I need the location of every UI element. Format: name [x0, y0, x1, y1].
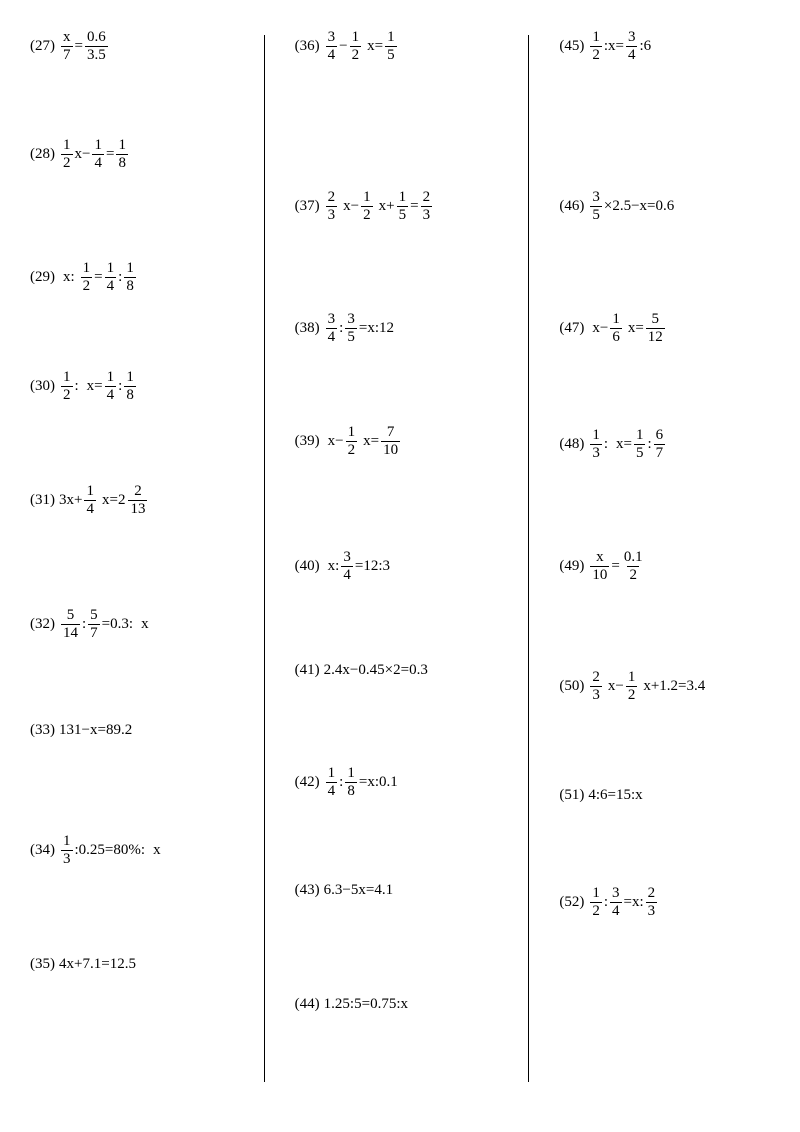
prob-num: (31) [30, 492, 55, 509]
prob-num: (49) [559, 558, 584, 575]
prob-num: (37) [295, 198, 320, 215]
problem-47: (47) x − 16 x = 512 [559, 312, 666, 345]
problem-38: (38) 34 : 35 = x : 12 [295, 312, 394, 345]
problem-46: (46) 35 × 2.5 − x = 0.6 [559, 190, 674, 223]
prob-num: (48) [559, 436, 584, 453]
problem-34: (34) 13 : 0.25 = 80% : x [30, 834, 161, 867]
prob-num: (27) [30, 38, 55, 55]
problem-39: (39) x − 12 x = 710 [295, 425, 402, 458]
problem-36: (36) 34 − 12 x = 15 [295, 30, 399, 63]
prob-num: (29) [30, 269, 55, 286]
prob-num: (41) [295, 662, 320, 679]
prob-num: (46) [559, 198, 584, 215]
problem-51: (51) 4:6 = 15 : x [559, 787, 642, 804]
problem-50: (50) 23 x − 12 x + 1.2 = 3.4 [559, 670, 705, 703]
prob-num: (45) [559, 38, 584, 55]
column-1: (27) x7 = 0.63.5 (28) 12 x − 14 = 18 (29… [30, 30, 264, 1102]
problem-40: (40) x : 34 = 12:3 [295, 550, 390, 583]
worksheet-page: (27) x7 = 0.63.5 (28) 12 x − 14 = 18 (29… [0, 0, 800, 1132]
prob-num: (52) [559, 894, 584, 911]
prob-num: (43) [295, 882, 320, 899]
problem-27: (27) x7 = 0.63.5 [30, 30, 110, 63]
problem-45: (45) 12 : x = 34 : 6 [559, 30, 651, 63]
problem-52: (52) 12 : 34 = x : 23 [559, 886, 659, 919]
problem-42: (42) 14 : 18 = x : 0.1 [295, 766, 398, 799]
prob-num: (38) [295, 320, 320, 337]
prob-num: (50) [559, 678, 584, 695]
problem-49: (49) x10 = 0.12 [559, 550, 646, 583]
problem-48: (48) 13 : x = 15 : 67 [559, 428, 667, 461]
problem-33: (33) 131 − x = 89.2 [30, 722, 132, 739]
prob-num: (36) [295, 38, 320, 55]
problem-41: (41) 2.4 x − 0.45×2 = 0.3 [295, 662, 428, 679]
problem-37: (37) 23 x − 12 x + 15 = 23 [295, 190, 434, 223]
prob-num: (42) [295, 774, 320, 791]
problem-43: (43) 6.3 − 5 x = 4.1 [295, 882, 393, 899]
problem-31: (31) 3 x + 14 x = 2213 [30, 484, 149, 517]
prob-num: (40) [295, 558, 320, 575]
problem-44: (44) 1.25:5 = 0.75 : x [295, 996, 408, 1013]
prob-num: (44) [295, 996, 320, 1013]
column-2: (36) 34 − 12 x = 15 (37) 23 x − 12 x + [265, 30, 529, 1102]
problem-32: (32) 514 : 57 = 0.3 : x [30, 608, 149, 641]
problem-30: (30) 12 : x = 14 : 18 [30, 370, 138, 403]
prob-num: (51) [559, 787, 584, 804]
problem-29: (29) x : 12 = 14 : 18 [30, 261, 138, 294]
problem-35: (35) 4 x + 7.1 = 12.5 [30, 956, 136, 973]
prob-num: (33) [30, 722, 55, 739]
prob-num: (47) [559, 320, 584, 337]
prob-num: (34) [30, 842, 55, 859]
problem-28: (28) 12 x − 14 = 18 [30, 138, 130, 171]
prob-num: (32) [30, 616, 55, 633]
prob-num: (39) [295, 433, 320, 450]
column-3: (45) 12 : x = 34 : 6 (46) 35 × 2.5 − x =… [529, 30, 775, 1102]
prob-num: (28) [30, 146, 55, 163]
prob-num: (30) [30, 378, 55, 395]
prob-num: (35) [30, 956, 55, 973]
